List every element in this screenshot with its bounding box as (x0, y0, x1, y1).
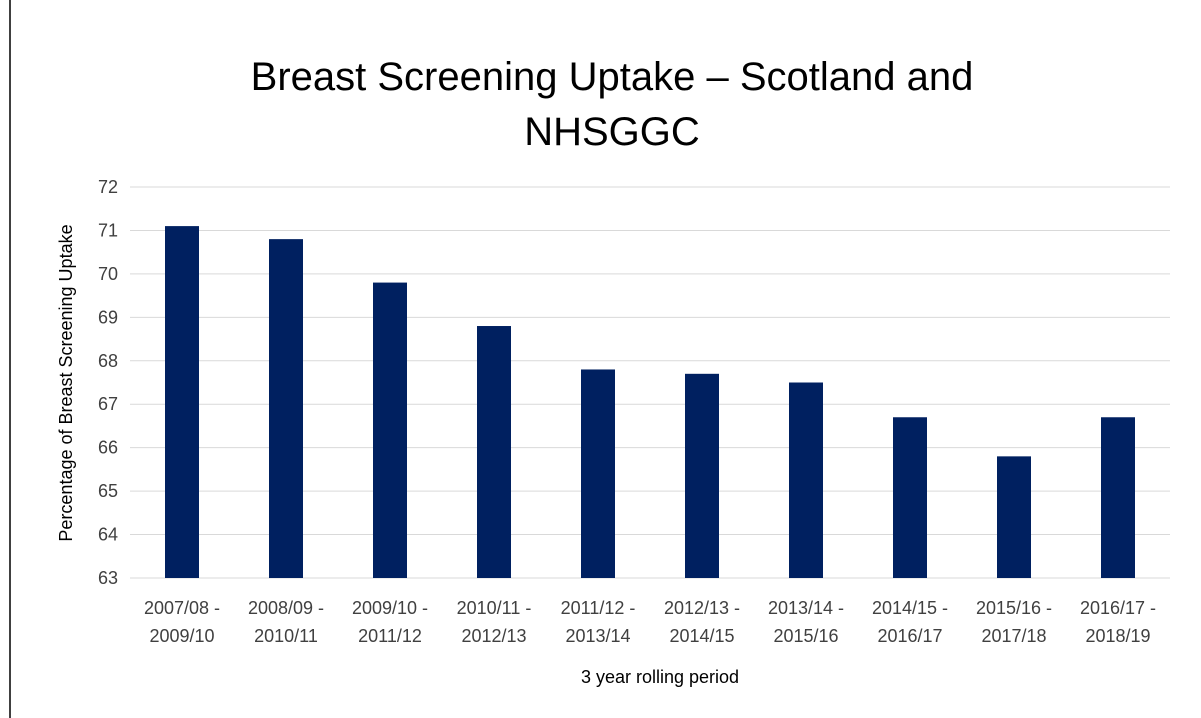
bar (269, 239, 303, 578)
x-tick-label: 2012/13 -2014/15 (664, 598, 740, 646)
bar (165, 226, 199, 578)
chart-title: Breast Screening Uptake – Scotland and NH… (251, 55, 974, 154)
bar (1101, 417, 1135, 578)
y-tick-label: 72 (98, 177, 118, 197)
y-axis-label: Percentage of Breast Screening Uptake (56, 224, 76, 541)
bar (581, 369, 615, 578)
x-tick-label: 2007/08 -2009/10 (144, 598, 220, 646)
bar (997, 456, 1031, 578)
y-tick-label: 63 (98, 568, 118, 588)
x-tick-label: 2009/10 -2011/12 (352, 598, 428, 646)
x-tick-label: 2011/12 -2013/14 (561, 598, 636, 646)
bar (893, 417, 927, 578)
bar (789, 382, 823, 578)
bar (477, 326, 511, 578)
x-tick-label: 2013/14 -2015/16 (768, 598, 844, 646)
x-tick-label: 2014/15 -2016/17 (872, 598, 948, 646)
x-tick-label: 2016/17 -2018/19 (1080, 598, 1156, 646)
y-tick-label: 69 (98, 307, 118, 327)
x-tick-label: 2015/16 -2017/18 (976, 598, 1052, 646)
y-tick-label: 70 (98, 264, 118, 284)
x-axis-label: 3 year rolling period (581, 667, 739, 687)
y-tick-label: 64 (98, 525, 118, 545)
y-tick-label: 71 (98, 220, 118, 240)
y-tick-label: 67 (98, 394, 118, 414)
y-tick-label: 65 (98, 481, 118, 501)
y-tick-label: 68 (98, 351, 118, 371)
x-tick-label: 2008/09 -2010/11 (248, 598, 324, 646)
bar (685, 373, 719, 578)
y-tick-label: 66 (98, 438, 118, 458)
bar (373, 282, 407, 578)
x-tick-label: 2010/11 -2012/13 (457, 598, 532, 646)
